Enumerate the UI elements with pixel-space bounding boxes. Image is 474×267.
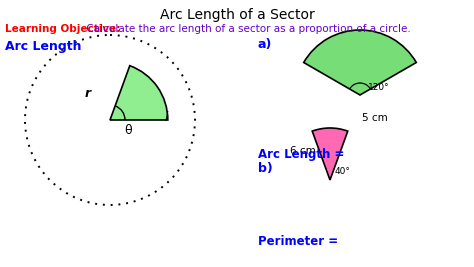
Text: l: l [165,111,168,124]
Text: 120°: 120° [368,83,390,92]
Text: Arc Length: Arc Length [5,40,82,53]
Text: r: r [85,88,91,100]
Text: b): b) [258,162,273,175]
Wedge shape [312,128,348,180]
Wedge shape [110,66,168,120]
Text: Calculate the arc length of a sector as a proportion of a circle.: Calculate the arc length of a sector as … [83,24,411,34]
Text: θ: θ [124,124,132,136]
Text: 6 cm: 6 cm [290,146,316,156]
Text: Perimeter =: Perimeter = [258,235,338,248]
Text: Arc Length of a Sector: Arc Length of a Sector [160,8,314,22]
Text: a): a) [258,38,273,51]
Text: Arc Length =: Arc Length = [258,148,345,161]
Text: 40°: 40° [335,167,351,176]
Text: 5 cm: 5 cm [362,113,388,123]
Wedge shape [304,30,416,95]
Text: Learning Objective:: Learning Objective: [5,24,120,34]
